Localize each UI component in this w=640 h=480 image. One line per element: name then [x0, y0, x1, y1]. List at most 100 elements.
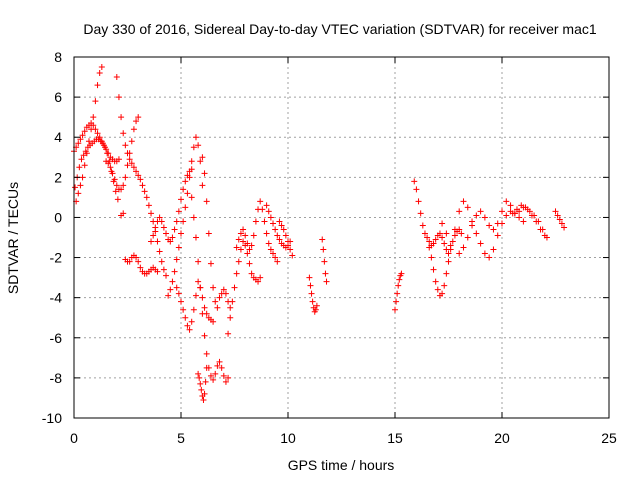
data-point — [263, 230, 270, 237]
data-point — [169, 278, 176, 285]
data-point — [556, 216, 563, 223]
data-point — [477, 208, 484, 215]
data-point — [246, 260, 253, 267]
data-point — [456, 250, 463, 257]
data-point — [267, 246, 274, 253]
data-point — [430, 240, 437, 247]
data-point — [503, 198, 510, 205]
data-point — [473, 212, 480, 219]
data-point — [320, 246, 327, 253]
data-point — [561, 224, 568, 231]
data-point — [81, 128, 88, 135]
data-point — [118, 186, 125, 193]
data-point — [152, 224, 159, 231]
data-point — [195, 278, 202, 285]
data-point — [464, 204, 471, 211]
data-point — [212, 298, 219, 305]
data-point — [79, 132, 86, 139]
data-point — [558, 220, 565, 227]
data-point — [445, 258, 452, 265]
data-point — [312, 306, 319, 313]
data-point — [436, 230, 443, 237]
data-point — [203, 198, 210, 205]
data-point — [94, 130, 101, 137]
data-point — [122, 142, 129, 149]
data-point — [432, 236, 439, 243]
data-point — [135, 172, 142, 179]
y-tick-label: -2 — [50, 250, 63, 266]
data-point — [276, 218, 283, 225]
data-point — [518, 202, 525, 209]
data-point — [96, 70, 103, 77]
data-point — [272, 226, 279, 233]
data-point — [180, 218, 187, 225]
data-point — [165, 292, 172, 299]
data-point — [199, 310, 206, 317]
data-point — [78, 156, 85, 163]
data-point — [201, 332, 208, 339]
data-point — [252, 218, 259, 225]
data-point — [441, 282, 448, 289]
data-point — [227, 304, 234, 311]
data-point — [190, 144, 197, 151]
data-point — [526, 208, 533, 215]
data-point — [458, 230, 465, 237]
y-tick-label: 2 — [54, 169, 62, 185]
data-points — [71, 64, 568, 403]
data-point — [486, 222, 493, 229]
data-point — [248, 270, 255, 277]
data-point — [126, 156, 133, 163]
data-point — [178, 196, 184, 203]
data-point — [186, 174, 193, 181]
data-point — [156, 214, 163, 221]
data-point — [195, 258, 202, 265]
grid — [74, 57, 609, 418]
data-point — [313, 302, 320, 309]
data-point — [182, 204, 189, 211]
data-point — [321, 258, 328, 265]
data-point — [192, 234, 199, 241]
data-point — [173, 284, 180, 291]
data-point — [158, 258, 165, 265]
data-point — [460, 198, 467, 205]
data-point — [200, 396, 207, 403]
y-tick-label: 0 — [54, 209, 62, 225]
data-point — [244, 240, 251, 247]
data-point — [173, 218, 180, 225]
data-point — [516, 214, 523, 221]
data-point — [81, 162, 88, 169]
data-point — [392, 306, 398, 313]
data-point — [180, 186, 187, 193]
data-point — [531, 212, 538, 219]
data-point — [439, 220, 446, 227]
data-point — [199, 154, 206, 161]
data-point — [307, 282, 314, 289]
series-arc-v — [439, 198, 527, 261]
data-point — [77, 136, 84, 143]
data-point — [395, 282, 402, 289]
data-point — [203, 350, 210, 357]
data-point — [490, 226, 497, 233]
data-point — [481, 214, 488, 221]
data-point — [257, 198, 264, 205]
y-tick-label: 6 — [54, 89, 62, 105]
data-point — [167, 286, 174, 293]
data-point — [205, 230, 212, 237]
series-arc-u — [426, 226, 465, 299]
data-point — [220, 372, 227, 379]
data-point — [124, 162, 131, 169]
data-point — [424, 234, 431, 241]
data-point — [499, 208, 505, 215]
data-point — [109, 170, 116, 177]
chart-title: Day 330 of 2016, Sidereal Day-to-day VTE… — [83, 21, 596, 37]
data-point — [306, 274, 313, 281]
data-point — [188, 318, 195, 325]
data-point — [261, 218, 268, 225]
data-point — [182, 314, 189, 321]
data-point — [430, 266, 437, 273]
data-point — [178, 298, 184, 305]
data-point — [186, 326, 193, 333]
data-point — [128, 160, 135, 167]
data-point — [428, 254, 435, 261]
data-point — [396, 276, 403, 283]
